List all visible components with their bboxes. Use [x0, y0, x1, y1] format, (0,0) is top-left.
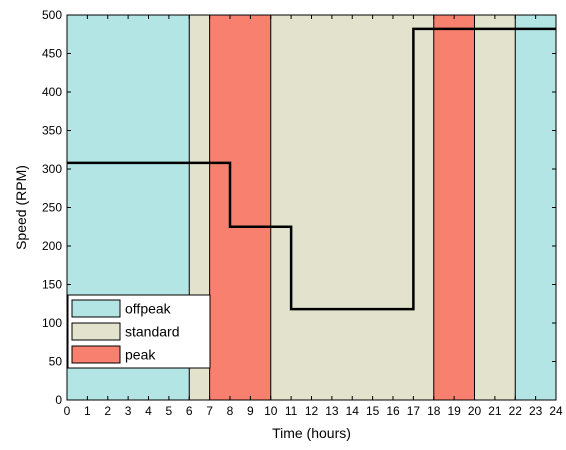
band-peak-2	[209, 15, 271, 400]
x-tick-label-12: 12	[305, 404, 319, 418]
y-tick-label-400: 400	[42, 85, 62, 99]
x-tick-label-11: 11	[285, 404, 298, 418]
speed-series	[67, 27, 556, 311]
legend-swatch-offpeak	[71, 299, 121, 318]
y-tick-label-100: 100	[42, 316, 62, 330]
y-tick-label-150: 150	[42, 278, 62, 292]
x-tick-label-7: 7	[206, 404, 213, 418]
y-tick-label-500: 500	[42, 8, 62, 22]
y-tick-label-300: 300	[42, 162, 62, 176]
legend-swatch-peak	[71, 345, 121, 364]
x-tick-label-22: 22	[509, 404, 523, 418]
x-tick-label-15: 15	[366, 404, 380, 418]
x-tick-label-5: 5	[166, 404, 173, 418]
band-standard-5	[474, 15, 516, 400]
x-tick-label-0: 0	[64, 404, 71, 418]
x-tick-label-19: 19	[447, 404, 461, 418]
x-tick-label-20: 20	[468, 404, 482, 418]
x-tick-label-1: 1	[84, 404, 91, 418]
period-bands	[67, 15, 556, 400]
speed-step-line-0	[67, 27, 556, 311]
legend-label-standard: standard	[125, 324, 179, 340]
y-tick-label-450: 450	[42, 47, 62, 61]
x-tick-label-17: 17	[407, 404, 421, 418]
y-tick-label-50: 50	[49, 355, 63, 369]
y-axis-ticks: 0 50 100 150 200 250 300 350 400 450 500	[42, 8, 556, 407]
x-tick-label-4: 4	[145, 404, 152, 418]
legend-label-peak: peak	[125, 347, 156, 363]
x-tick-label-21: 21	[488, 404, 502, 418]
band-peak-4	[433, 15, 475, 400]
band-offpeak-6	[515, 15, 556, 400]
x-tick-label-10: 10	[264, 404, 278, 418]
legend: offpeak standard peak	[67, 294, 211, 369]
x-tick-label-23: 23	[529, 404, 543, 418]
y-tick-label-350: 350	[42, 124, 62, 138]
y-tick-label-0: 0	[55, 393, 62, 407]
x-tick-label-9: 9	[247, 404, 254, 418]
x-axis-ticks: 0 1 2 3 4 5 6 7 8 9 10 11 12 13 14 15 16 17 18 19 20 21 22 23 24	[64, 15, 563, 418]
x-tick-label-2: 2	[104, 404, 111, 418]
x-tick-label-18: 18	[427, 404, 441, 418]
band-standard-3	[270, 15, 434, 400]
y-tick-label-250: 250	[42, 201, 62, 215]
x-tick-label-14: 14	[346, 404, 360, 418]
x-axis-title: Time (hours)	[272, 425, 351, 441]
legend-swatch-standard	[71, 322, 121, 341]
y-axis-title: Speed (RPM)	[13, 165, 29, 250]
x-tick-label-3: 3	[125, 404, 132, 418]
x-tick-label-6: 6	[186, 404, 193, 418]
y-tick-label-200: 200	[42, 239, 62, 253]
x-tick-label-8: 8	[227, 404, 234, 418]
legend-label-offpeak: offpeak	[125, 301, 172, 317]
x-tick-label-13: 13	[325, 404, 339, 418]
x-tick-label-24: 24	[549, 404, 563, 418]
x-tick-label-16: 16	[386, 404, 400, 418]
